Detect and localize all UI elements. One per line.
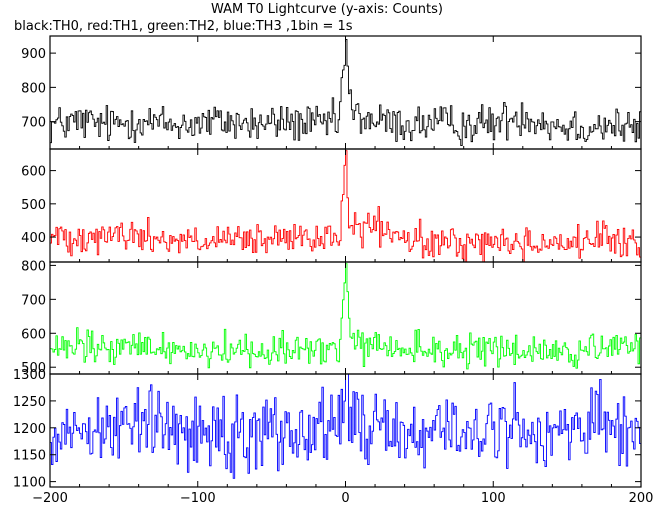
series-line-panel-2 xyxy=(50,263,642,370)
series-line-panel-0 xyxy=(50,38,642,147)
x-tick-label: −200 xyxy=(32,491,68,505)
x-tick-label: 200 xyxy=(629,491,654,505)
y-tick-label-panel-2: 800 xyxy=(21,259,46,274)
y-tick-label-panel-3: 1250 xyxy=(13,395,46,410)
y-tick-label-panel-0: 900 xyxy=(21,47,46,62)
x-tick-label: −100 xyxy=(180,491,216,505)
y-tick-label-panel-3: 1300 xyxy=(13,368,46,383)
y-tick-label-panel-1: 500 xyxy=(21,198,46,213)
y-tick-label-panel-3: 1100 xyxy=(13,476,46,491)
series-line-panel-1 xyxy=(50,150,642,263)
y-tick-label-panel-0: 700 xyxy=(21,116,46,131)
y-tick-label-panel-1: 600 xyxy=(21,165,46,180)
y-tick-label-panel-2: 500 xyxy=(21,361,46,376)
x-tick-label: 0 xyxy=(341,491,349,505)
series-line-panel-3 xyxy=(50,373,642,479)
chart-subtitle: black:TH0, red:TH1, green:TH2, blue:TH3 … xyxy=(14,19,353,34)
y-tick-label-panel-0: 800 xyxy=(21,81,46,96)
y-tick-label-panel-3: 1200 xyxy=(13,422,46,437)
y-tick-label-panel-2: 600 xyxy=(21,327,46,342)
chart-title: WAM T0 Lightcurve (y-axis: Counts) xyxy=(211,2,443,17)
y-tick-label-panel-1: 400 xyxy=(21,231,46,246)
x-tick-label: 100 xyxy=(481,491,506,505)
y-tick-label-panel-2: 700 xyxy=(21,293,46,308)
y-tick-label-panel-3: 1150 xyxy=(13,449,46,464)
